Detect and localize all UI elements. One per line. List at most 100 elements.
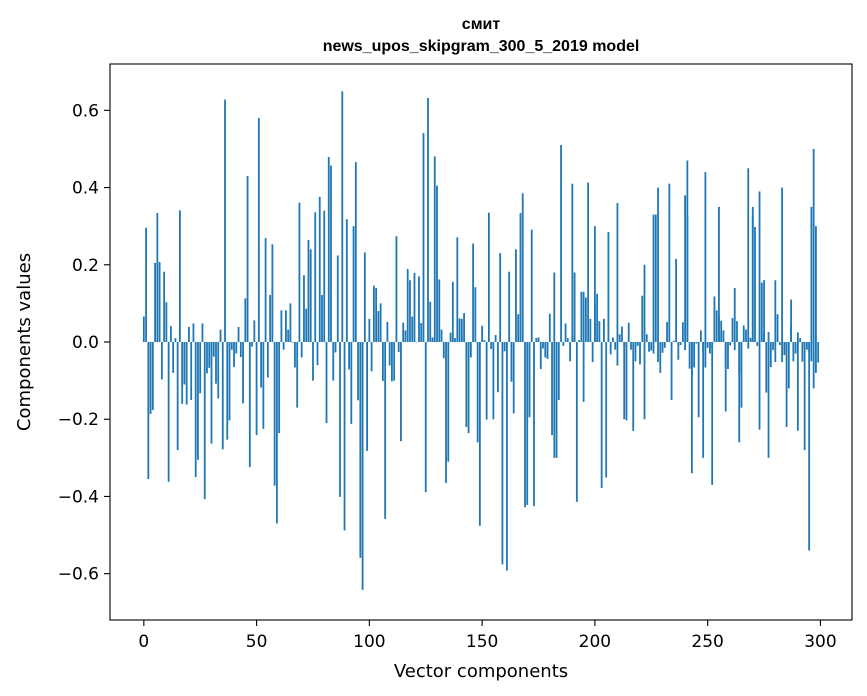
bar — [451, 281, 454, 342]
bar — [404, 330, 407, 342]
bar — [188, 326, 190, 342]
bar — [458, 318, 461, 342]
highlight-bar — [810, 206, 813, 342]
bar — [445, 342, 447, 483]
bar — [501, 342, 504, 565]
highlight-bars-group — [553, 148, 817, 551]
bar — [512, 342, 515, 414]
bar — [603, 318, 605, 342]
bar — [361, 342, 364, 590]
bar — [706, 342, 709, 348]
bar — [544, 342, 547, 358]
bar — [282, 342, 285, 350]
bar — [156, 213, 159, 342]
highlight-bar — [763, 280, 765, 342]
x-tick-label: 50 — [246, 632, 268, 652]
x-tick-label: 250 — [691, 632, 723, 652]
bar — [260, 342, 262, 388]
bar — [713, 296, 716, 342]
bar — [271, 244, 274, 342]
bar — [280, 310, 283, 342]
bar — [627, 322, 630, 342]
highlight-bar — [815, 226, 817, 342]
bar — [323, 210, 326, 342]
bar — [409, 280, 411, 342]
bar — [740, 342, 743, 408]
bar — [787, 342, 790, 389]
bar — [294, 342, 296, 368]
bar — [273, 342, 276, 486]
chart-subtitle: news_upos_skipgram_300_5_2019 model — [323, 38, 640, 55]
bar — [657, 342, 659, 363]
plot-area — [109, 63, 853, 621]
bar — [695, 342, 698, 344]
bar — [506, 342, 508, 571]
highlight-bar — [747, 168, 750, 342]
bar — [497, 342, 499, 393]
bar — [287, 329, 290, 342]
y-tick-label: 0.6 — [72, 101, 99, 121]
highlight-bar — [582, 291, 585, 342]
bar — [754, 226, 756, 342]
highlight-bar — [702, 342, 705, 458]
bar — [747, 342, 750, 349]
bar — [154, 262, 156, 342]
bar — [266, 342, 269, 378]
bar — [375, 287, 378, 342]
bar — [643, 342, 646, 420]
bar — [208, 342, 211, 368]
x-axis: 0 50 100 150 200 250 300 — [138, 620, 837, 652]
bar — [330, 165, 332, 342]
bar — [381, 342, 384, 381]
bar — [370, 342, 373, 372]
bar — [237, 326, 240, 342]
bar — [142, 316, 145, 342]
bar — [197, 342, 199, 460]
highlight-bar — [593, 303, 596, 342]
bar — [176, 342, 179, 451]
bar — [253, 320, 256, 342]
bar — [580, 291, 583, 342]
bar — [645, 334, 648, 342]
bar — [465, 342, 468, 427]
bar — [160, 342, 163, 380]
bar — [519, 213, 522, 342]
bar — [467, 342, 470, 434]
bar — [767, 331, 770, 342]
bar — [537, 337, 540, 342]
bar — [192, 323, 195, 342]
y-axis: −0.6 −0.4 −0.2 0.0 0.2 0.4 0.6 — [58, 101, 110, 585]
bar — [309, 249, 312, 342]
bar — [368, 318, 371, 342]
bar — [388, 342, 391, 366]
bar — [275, 342, 278, 524]
bar — [219, 329, 222, 342]
bar — [217, 342, 220, 399]
bar — [677, 342, 680, 360]
bar — [654, 214, 657, 342]
highlight-bar — [670, 342, 673, 400]
bar — [573, 272, 576, 342]
bar — [221, 342, 224, 450]
bar — [345, 219, 348, 342]
bar — [325, 342, 328, 424]
bar — [596, 293, 599, 342]
bar — [612, 337, 614, 342]
bar — [535, 338, 538, 342]
bar — [618, 334, 621, 342]
bar — [555, 342, 558, 458]
bar — [499, 253, 502, 342]
bar — [357, 342, 359, 401]
bar — [251, 342, 253, 347]
bar — [607, 231, 610, 342]
bar — [530, 229, 533, 342]
bar — [366, 342, 368, 451]
bar — [298, 202, 301, 342]
bar — [605, 342, 608, 478]
bar — [593, 226, 596, 342]
bar — [578, 340, 580, 342]
bar — [169, 326, 172, 342]
bar — [758, 342, 761, 430]
bar — [492, 342, 495, 420]
